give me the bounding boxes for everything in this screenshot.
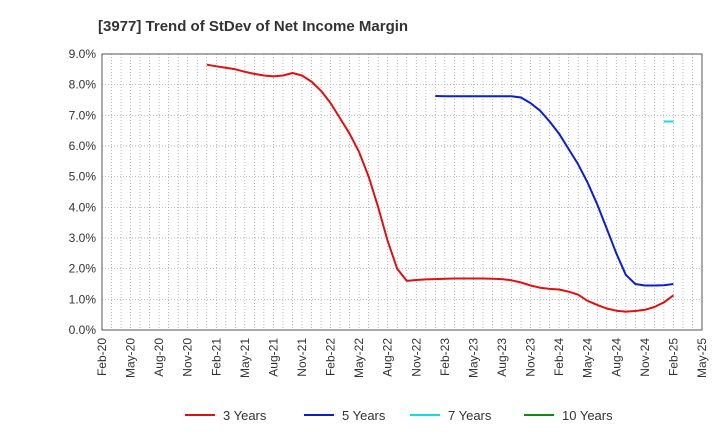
y-tick-label: 2.0% [69, 262, 97, 276]
x-axis: Feb-20 May-20 Aug-20 Nov-20 Feb-21 May-21 Aug-… [95, 338, 709, 378]
x-tick-label: Feb-20 [95, 338, 109, 376]
y-tick-label: 3.0% [69, 231, 97, 245]
x-tick-label: Aug-22 [381, 338, 395, 377]
x-tick-label: May-21 [238, 338, 252, 378]
y-tick-label: 9.0% [69, 47, 97, 61]
x-tick-label: Nov-21 [295, 338, 309, 377]
y-tick-label: 7.0% [69, 108, 97, 122]
chart-title: [3977] Trend of StDev of Net Income Marg… [98, 18, 408, 35]
series-layer [206, 63, 674, 313]
x-tick-label: Feb-21 [209, 338, 223, 376]
x-tick-label: Aug-24 [609, 338, 623, 377]
x-tick-label: Nov-20 [181, 338, 195, 377]
legend-label: 3 Years [223, 408, 267, 423]
x-tick-label: Nov-22 [409, 338, 423, 377]
x-tick-label: Nov-24 [638, 338, 652, 377]
x-tick-label: Feb-22 [324, 338, 338, 376]
grid [101, 53, 703, 331]
y-tick-label: 1.0% [69, 292, 97, 306]
legend-label: 10 Years [562, 408, 613, 423]
legend-label: 5 Years [342, 408, 386, 423]
y-tick-label: 4.0% [69, 200, 97, 214]
plot-frame [101, 53, 703, 331]
y-tick-label: 6.0% [69, 139, 97, 153]
x-tick-label: Nov-23 [524, 338, 538, 377]
x-tick-label: Feb-25 [666, 338, 680, 376]
series-line-3-years [206, 63, 674, 313]
x-tick-label: May-24 [581, 338, 595, 378]
x-tick-label: Aug-21 [266, 338, 280, 377]
x-tick-label: May-22 [352, 338, 366, 378]
series-line-5-years [435, 95, 674, 287]
legend-label: 7 Years [448, 408, 492, 423]
x-tick-label: Aug-23 [495, 338, 509, 377]
y-tick-label: 0.0% [69, 323, 97, 337]
x-tick-label: Feb-23 [438, 338, 452, 376]
y-axis: 0.0% 1.0% 2.0% 3.0% 4.0% 5.0% 6.0% 7.0% 8.0% 9.0% [69, 47, 97, 337]
y-tick-label: 8.0% [69, 78, 97, 92]
x-tick-label: Feb-24 [552, 338, 566, 376]
x-tick-label: May-23 [466, 338, 480, 378]
x-tick-label: May-25 [695, 338, 709, 378]
x-tick-label: May-20 [124, 338, 138, 378]
y-tick-label: 5.0% [69, 170, 97, 184]
x-tick-label: Aug-20 [152, 338, 166, 377]
legend: 3 Years 5 Years 7 Years 10 Years [185, 408, 613, 423]
